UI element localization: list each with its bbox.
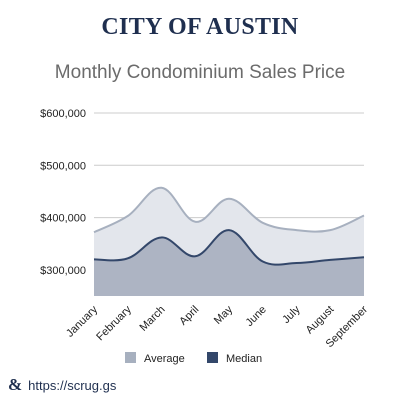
- y-tick-label: $400,000: [40, 213, 86, 225]
- x-tick-label: April: [177, 304, 201, 328]
- x-tick-label: February: [94, 303, 134, 343]
- y-tick-label: $600,000: [40, 108, 86, 120]
- footer-url[interactable]: https://scrug.gs: [28, 377, 117, 393]
- legend-label: Average: [144, 353, 185, 365]
- x-tick-label: July: [280, 303, 303, 326]
- x-tick-label: August: [304, 304, 337, 337]
- logo-icon: &: [8, 375, 23, 394]
- median-line: [93, 229, 365, 266]
- y-tick-label: $300,000: [40, 265, 86, 277]
- footer: & https://scrug.gs: [8, 375, 116, 395]
- x-tick-label: March: [138, 304, 168, 334]
- y-tick-label: $500,000: [40, 160, 86, 172]
- legend-swatch: [125, 352, 136, 363]
- chart-title: Monthly Condominium Sales Price: [54, 62, 346, 83]
- x-tick-label: June: [244, 304, 269, 329]
- org-title: CITY OF AUSTIN: [101, 14, 299, 40]
- x-tick-label: May: [212, 303, 236, 327]
- median-area: [94, 230, 364, 296]
- legend-label: Median: [226, 353, 262, 365]
- average-line: [93, 186, 365, 234]
- legend-swatch: [207, 352, 218, 363]
